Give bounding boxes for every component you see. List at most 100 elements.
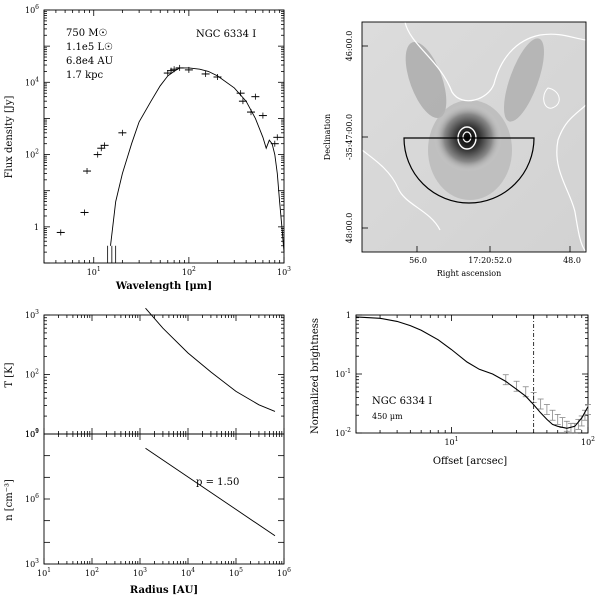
profile-model-curve: [355, 316, 589, 429]
map-y-label: Declination: [323, 114, 332, 160]
temperature-curve: [145, 307, 276, 412]
sed-annotation-mass: 750 M☉: [66, 28, 108, 39]
density-curve: [145, 447, 276, 537]
temperature-y-tick-label: 101: [25, 428, 39, 439]
sed-data-point: [247, 109, 256, 116]
map-y-tick-2: -35:47:00.0: [345, 114, 354, 160]
density-y-tick-label: 106: [25, 493, 39, 504]
sed-data-point: [201, 70, 210, 77]
profile-data-point: [502, 374, 509, 386]
map-ticks: [362, 45, 571, 252]
profile-title: NGC 6334 I: [372, 396, 432, 407]
temperature-panel: 101 102 103 T [K]: [4, 307, 285, 439]
profile-data-point: [571, 422, 578, 434]
sed-data-point: [83, 168, 92, 175]
temperature-x-ticks: [43, 315, 285, 434]
profile-data-errorbars: [502, 374, 591, 434]
sed-data-points: [56, 64, 282, 263]
density-x-tick-label: 105: [229, 567, 243, 578]
temperature-y-label: T [K]: [4, 362, 15, 387]
sed-data-point: [118, 129, 127, 136]
profile-y-tick-label: 10-2: [335, 427, 351, 438]
density-y-label: n [cm⁻³]: [4, 479, 15, 521]
sed-x-ticks: 101 102 103: [43, 10, 291, 277]
sed-x-tick-label: 103: [277, 266, 291, 277]
temperature-axes-frame: [43, 314, 285, 435]
sed-data-point: [238, 98, 247, 105]
density-axes-frame: [43, 433, 285, 565]
density-y-ticks: 103 106 109: [25, 428, 284, 569]
sed-data-point: [97, 145, 106, 152]
density-x-tick-label: 103: [133, 567, 147, 578]
temperature-y-tick-label: 102: [25, 369, 39, 380]
density-y-tick-label: 103: [25, 558, 39, 569]
sed-data-point: [175, 64, 184, 71]
sed-y-label: Flux density [Jy]: [4, 96, 15, 179]
sed-x-tick-label: 101: [87, 266, 101, 277]
sed-data-point: [170, 66, 179, 73]
sed-x-tick-label: 102: [182, 266, 196, 277]
map-aperture-semicircle: [403, 137, 535, 204]
sed-y-tick-label: 104: [25, 76, 39, 87]
map-contour-small: [543, 87, 560, 109]
density-x-tick-label: 104: [181, 567, 195, 578]
sed-model-curve: [110, 67, 285, 253]
profile-x-label: Offset [arcsec]: [433, 456, 507, 467]
sed-data-point: [213, 74, 222, 81]
sed-data-point: [236, 90, 245, 97]
profile-y-tick-label: 1: [346, 311, 351, 320]
profile-data-point: [543, 404, 550, 415]
sed-y-tick-label: 102: [25, 149, 39, 160]
sed-data-point: [56, 229, 65, 236]
profile-x-ticks: 101 102: [355, 315, 595, 447]
profile-panel: 101 102 10-2 10-1 1 NGC 6334 I 450 μm Offse…: [310, 311, 595, 467]
sed-y-tick-label: 1: [34, 223, 39, 232]
map-contour-core-inner: [462, 131, 472, 143]
profile-data-point: [537, 398, 544, 410]
profile-y-label: Normalized brightness: [310, 318, 321, 434]
map-x-tick-3: 48.0: [563, 256, 581, 265]
profile-y-ticks: 10-2 10-1 1: [335, 311, 588, 438]
sed-axes-frame: [43, 9, 285, 264]
sed-data-point: [93, 151, 102, 158]
map-y-tick-3: 48:00.0: [345, 213, 354, 244]
sed-y-ticks: 1 102 104 106: [25, 4, 284, 264]
profile-data-point: [549, 409, 556, 421]
profile-x-tick-label: 101: [444, 436, 458, 447]
map-emission-lobe-left: [405, 42, 447, 118]
sed-data-point: [100, 142, 109, 149]
profile-subtitle: 450 μm: [372, 412, 403, 421]
sed-data-point: [258, 112, 267, 119]
map-y-tick-1: 46:00.0: [345, 31, 354, 62]
sed-data-point: [184, 66, 193, 73]
density-panel: 101 102 103 104 105 106 103 106 109 p = 1.50 Ra…: [4, 428, 291, 596]
temperature-y-ticks: 101 102 103: [25, 309, 284, 439]
profile-x-tick-label: 102: [581, 436, 595, 447]
density-x-label: Radius [AU]: [130, 585, 198, 596]
map-x-label: Right ascension: [437, 269, 502, 278]
density-annotation: p = 1.50: [196, 477, 239, 488]
map-x-tick-2: 17:20:52.0: [468, 256, 512, 265]
profile-data-point: [563, 420, 570, 432]
map-emission-lobe-right: [504, 38, 544, 122]
sed-annotation-luminosity: 1.1e5 L☉: [66, 42, 113, 53]
profile-y-tick-label: 10-1: [335, 368, 351, 379]
density-x-tick-label: 102: [85, 567, 99, 578]
sed-data-point: [251, 93, 260, 100]
profile-data-point: [559, 417, 566, 429]
sed-panel: 101 102 103 1 102 104 106 750 M☉ 1.1e5 L☉ 6.8…: [4, 4, 291, 292]
sed-data-point: [80, 209, 89, 216]
profile-data-point: [554, 414, 561, 425]
sed-annotation-radius: 6.8e4 AU: [66, 56, 113, 67]
sed-annotation-distance: 1.7 kpc: [66, 70, 104, 81]
density-x-tick-label: 101: [37, 567, 51, 578]
sed-data-point: [273, 134, 282, 141]
map-contour-left: [361, 149, 441, 231]
profile-data-point: [585, 404, 591, 415]
map-contour-right: [556, 104, 587, 253]
density-x-tick-label: 106: [277, 567, 291, 578]
density-y-tick-label: 109: [25, 428, 39, 439]
sed-title: NGC 6334 I: [196, 29, 256, 40]
sed-data-point: [270, 140, 279, 147]
